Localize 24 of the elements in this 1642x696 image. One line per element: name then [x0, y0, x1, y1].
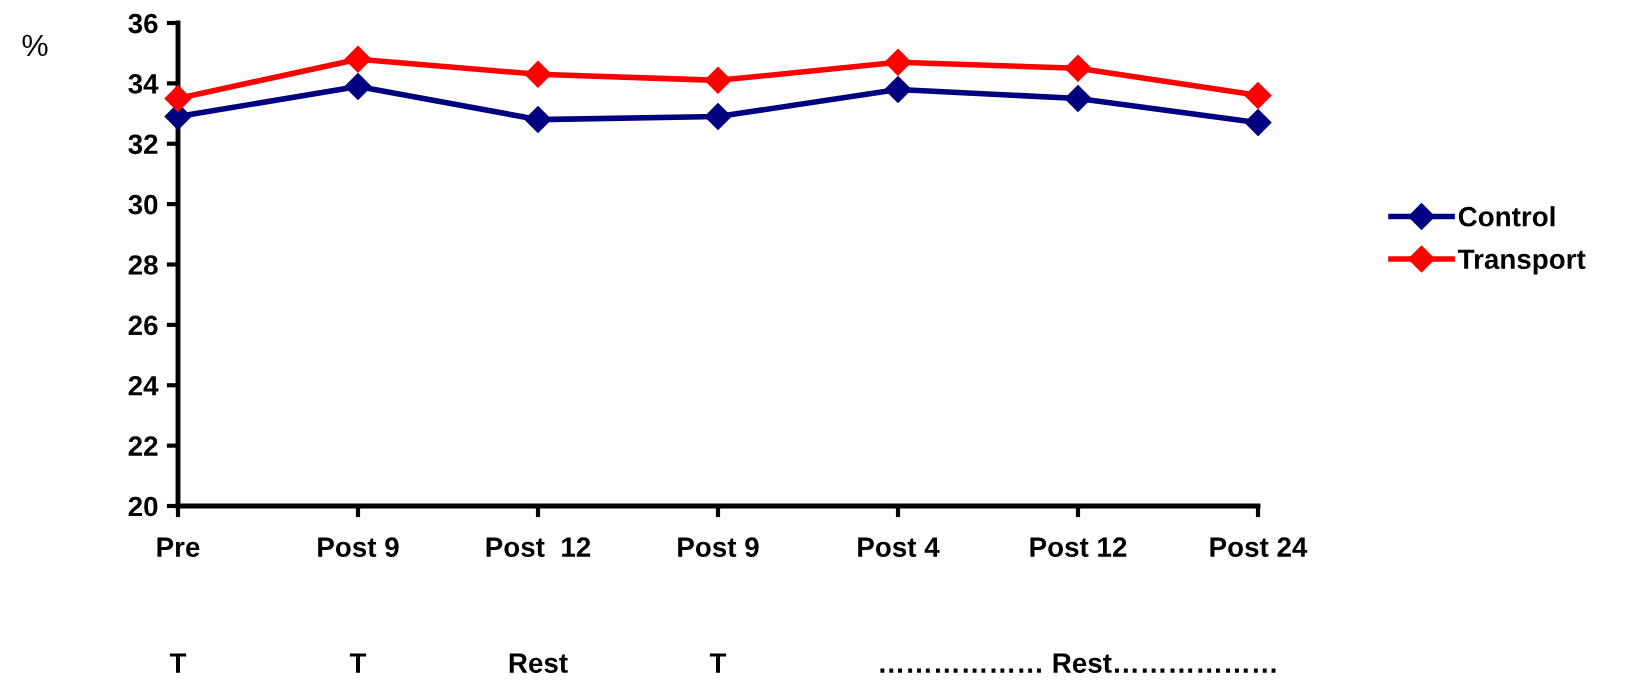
y-tick-label: 26 [128, 315, 158, 336]
x-tick-label: Post 9 [678, 537, 759, 557]
text: T [709, 653, 727, 673]
y-axis-title: % [22, 34, 48, 57]
legend-label: Control [1458, 206, 1555, 227]
x-tick-label: Pre [157, 537, 200, 557]
y-tick-label: 20 [128, 496, 158, 517]
x-tick-label: Post 12 [486, 537, 591, 557]
text: Rest [509, 653, 568, 673]
y-tick-label: 28 [128, 255, 158, 275]
x-tick-label: Post 4 [858, 537, 940, 557]
text: T [349, 653, 367, 673]
y-tick-label: 22 [128, 436, 158, 456]
y-tick-label: 24 [128, 375, 159, 396]
text: ……………… Rest……………… [880, 653, 1276, 673]
text: T [169, 653, 187, 673]
legend-label: Transport [1457, 249, 1586, 275]
x-tick-label: Post 12 [1030, 537, 1127, 557]
y-tick-label: 32 [128, 134, 158, 155]
x-tick-label: Post 9 [318, 537, 399, 557]
x-tick-label: Post 24 [1210, 537, 1308, 557]
y-tick-label: 30 [128, 194, 158, 215]
y-tick-label: 34 [128, 74, 159, 94]
y-tick-label: 36 [128, 13, 158, 34]
